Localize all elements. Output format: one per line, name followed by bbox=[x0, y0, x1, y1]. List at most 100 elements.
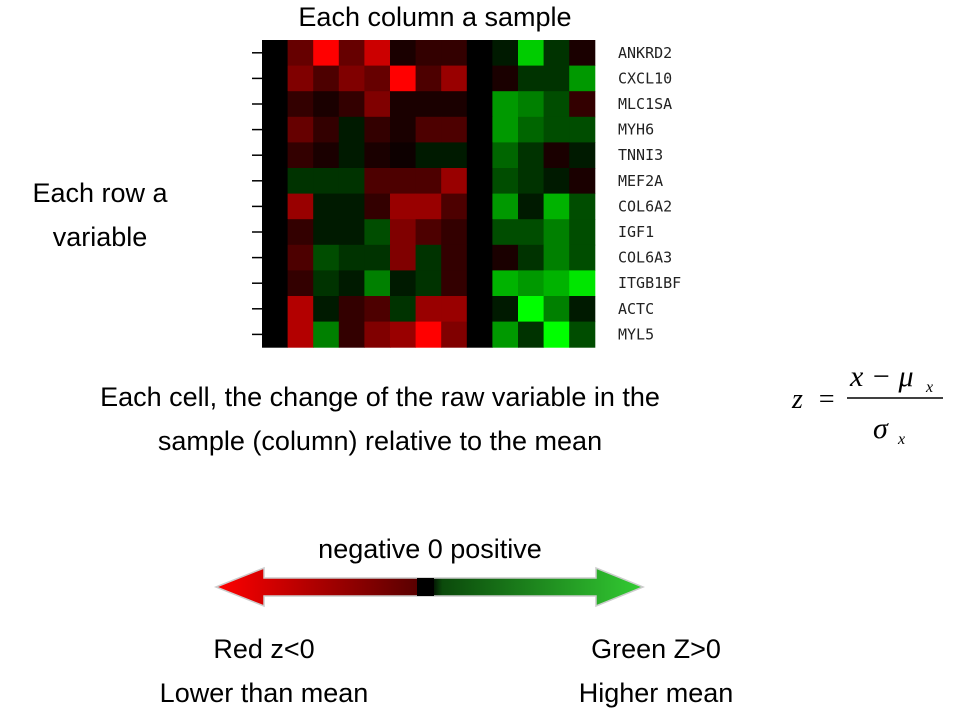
heatmap-cell bbox=[543, 193, 570, 220]
heatmap-cell bbox=[518, 65, 545, 92]
heatmap-cell bbox=[466, 219, 493, 246]
heatmap-cell bbox=[287, 193, 314, 220]
formula-part: x bbox=[925, 379, 933, 396]
heatmap-cell bbox=[338, 321, 365, 348]
heatmap-cell bbox=[390, 270, 417, 297]
heatmap-cell bbox=[492, 296, 519, 323]
heatmap-cell bbox=[338, 193, 365, 220]
heatmap-cell bbox=[287, 219, 314, 246]
heatmap-cell bbox=[492, 40, 519, 67]
heatmap-cell bbox=[313, 219, 340, 246]
column-note: Each column a sample bbox=[298, 2, 571, 32]
heatmap-cell bbox=[466, 270, 493, 297]
formula: z = x − μ x σ x bbox=[791, 360, 943, 448]
heatmap-cell bbox=[262, 321, 289, 348]
formula-part: x bbox=[897, 431, 905, 448]
heatmap-cell bbox=[287, 296, 314, 323]
heatmap-cell bbox=[569, 270, 596, 297]
heatmap-cell bbox=[313, 91, 340, 118]
heatmap-cell bbox=[466, 296, 493, 323]
gene-label: ACTC bbox=[618, 300, 654, 318]
heatmap-cell bbox=[313, 142, 340, 169]
heatmap-cell bbox=[415, 193, 442, 220]
heatmap-cell bbox=[441, 65, 468, 92]
heatmap-cell bbox=[543, 168, 570, 195]
heatmap-cell bbox=[364, 65, 391, 92]
heatmap-cell bbox=[364, 244, 391, 271]
heatmap-cell bbox=[518, 193, 545, 220]
heatmap-cell bbox=[569, 321, 596, 348]
heatmap-cell bbox=[492, 142, 519, 169]
heatmap-cell bbox=[492, 193, 519, 220]
heatmap-cell bbox=[569, 91, 596, 118]
legend-text: Lower than mean bbox=[160, 678, 369, 708]
heatmap-cell bbox=[543, 321, 570, 348]
heatmap-cell bbox=[364, 91, 391, 118]
heatmap-cell bbox=[569, 168, 596, 195]
heatmap-cell bbox=[338, 91, 365, 118]
heatmap-cell bbox=[441, 116, 468, 143]
heatmap-cell bbox=[543, 296, 570, 323]
heatmap-cell bbox=[466, 40, 493, 67]
heatmap-cell bbox=[543, 40, 570, 67]
heatmap-cell bbox=[492, 321, 519, 348]
heatmap-cell bbox=[287, 168, 314, 195]
heatmap-cell bbox=[415, 40, 442, 67]
heatmap-cell bbox=[415, 296, 442, 323]
heatmap-cell bbox=[441, 296, 468, 323]
heatmap-cell bbox=[415, 321, 442, 348]
heatmap-cell bbox=[415, 270, 442, 297]
heatmap-cell bbox=[415, 65, 442, 92]
heatmap-cell bbox=[569, 244, 596, 271]
heatmap-cell bbox=[338, 219, 365, 246]
heatmap-cell bbox=[569, 142, 596, 169]
gene-label: COL6A3 bbox=[618, 249, 672, 267]
formula-part: = bbox=[817, 384, 836, 415]
heatmap-cell bbox=[262, 91, 289, 118]
heatmap-cell bbox=[364, 219, 391, 246]
heatmap-cell bbox=[518, 321, 545, 348]
heatmap-cell bbox=[492, 270, 519, 297]
heatmap-cell bbox=[313, 244, 340, 271]
heatmap-cell bbox=[466, 321, 493, 348]
heatmap-cell bbox=[441, 321, 468, 348]
heatmap-cell bbox=[313, 116, 340, 143]
heatmap-cell bbox=[518, 296, 545, 323]
heatmap-cell bbox=[415, 244, 442, 271]
heatmap-cell bbox=[569, 65, 596, 92]
heatmap-cell bbox=[466, 168, 493, 195]
heatmap-cell bbox=[569, 296, 596, 323]
heatmap-cell bbox=[569, 116, 596, 143]
heatmap-cell bbox=[313, 270, 340, 297]
heatmap-cell bbox=[441, 270, 468, 297]
heatmap-cell bbox=[569, 219, 596, 246]
heatmap-cell bbox=[338, 40, 365, 67]
heatmap-cell bbox=[364, 40, 391, 67]
heatmap-cell bbox=[466, 116, 493, 143]
heatmap-cell bbox=[262, 65, 289, 92]
heatmap-cell bbox=[338, 65, 365, 92]
heatmap-cell bbox=[441, 40, 468, 67]
heatmap-cell bbox=[492, 219, 519, 246]
heatmap-cell bbox=[518, 142, 545, 169]
heatmap-cell bbox=[466, 244, 493, 271]
heatmap-cell bbox=[569, 40, 596, 67]
heatmap-cell bbox=[287, 244, 314, 271]
heatmap-cell bbox=[466, 193, 493, 220]
heatmap-cell bbox=[364, 142, 391, 169]
heatmap-cell bbox=[390, 193, 417, 220]
heatmap-cell bbox=[569, 193, 596, 220]
heatmap-cell bbox=[313, 65, 340, 92]
heatmap-cell bbox=[466, 91, 493, 118]
heatmap-cell bbox=[313, 193, 340, 220]
heatmap-cell bbox=[415, 91, 442, 118]
heatmap-cell bbox=[492, 168, 519, 195]
heatmap-cell bbox=[492, 65, 519, 92]
heatmap-cell bbox=[518, 168, 545, 195]
heatmap-cell bbox=[313, 168, 340, 195]
heatmap-cell bbox=[390, 219, 417, 246]
heatmap-cell bbox=[518, 270, 545, 297]
heatmap-cell bbox=[492, 116, 519, 143]
heatmap-cell bbox=[338, 142, 365, 169]
